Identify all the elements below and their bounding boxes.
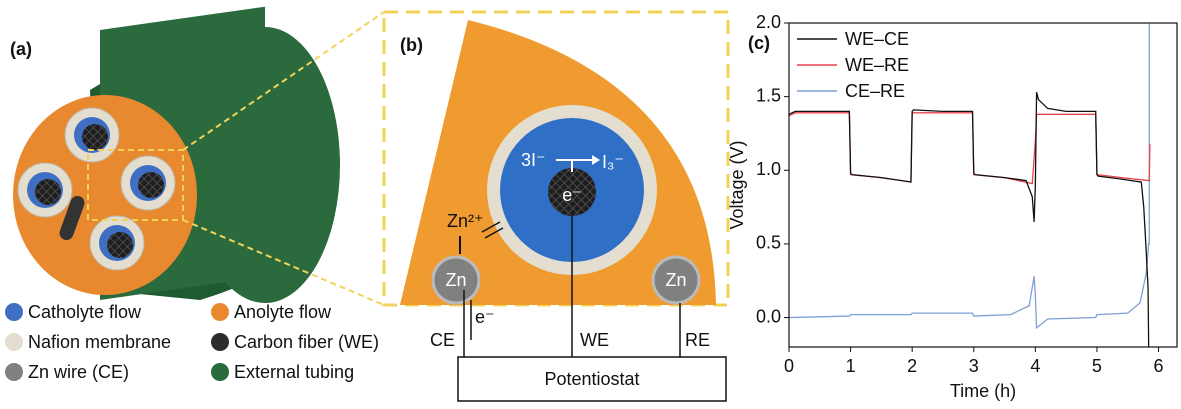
zn-wire <box>431 255 481 305</box>
x-tick-label: 3 <box>969 356 979 376</box>
cylinder-illustration <box>13 6 385 306</box>
potentiostat-label: Potentiostat <box>544 369 639 389</box>
legend-label: Anolyte flow <box>234 302 332 322</box>
x-axis-label: Time (h) <box>950 381 1016 401</box>
legend-label: Carbon fiber (WE) <box>234 332 379 352</box>
zn-label: Zn <box>445 270 466 290</box>
zn-label: Zn <box>665 270 686 290</box>
wires <box>457 215 727 402</box>
zn-wire <box>651 255 701 305</box>
ion-label: Zn²⁺ <box>447 211 484 231</box>
legend-swatch <box>5 333 23 351</box>
x-tick-label: 6 <box>1154 356 1164 376</box>
equilibrium-arrows <box>481 221 504 239</box>
legend-label: Catholyte flow <box>28 302 142 322</box>
legend-swatch <box>211 303 229 321</box>
zoom-box <box>382 10 730 307</box>
reactant: 3I⁻ <box>521 150 546 170</box>
series-line <box>788 23 1150 330</box>
legend-label: CE–RE <box>845 81 905 101</box>
panel-a-legend: Catholyte flow Anolyte flow Nafion membran… <box>5 302 379 382</box>
y-axis-label: Voltage (V) <box>727 140 747 229</box>
carbon-fiber <box>548 168 596 216</box>
x-tick-label: 4 <box>1030 356 1040 376</box>
legend-swatch <box>211 333 229 351</box>
legend-label: External tubing <box>234 362 354 382</box>
x-tick-label: 2 <box>907 356 917 376</box>
legend-swatch <box>211 363 229 381</box>
plot-frame <box>788 22 1178 348</box>
we-label: WE <box>580 330 609 350</box>
panel-label: (a) <box>10 39 32 59</box>
legend-swatch <box>5 363 23 381</box>
y-tick-label: 0.5 <box>756 233 781 253</box>
legend-label: WE–RE <box>845 55 909 75</box>
y-tick-label: 2.0 <box>756 12 781 32</box>
electron-flow: e⁻ <box>475 307 495 327</box>
y-tick-label: 0.0 <box>756 306 781 326</box>
electron-label: e⁻ <box>562 185 582 205</box>
x-tick-label: 1 <box>846 356 856 376</box>
chart: 0 1 2 3 4 5 6 0.0 0.5 1.0 1.5 2.0 WE–CE WE–RE CE–RE <box>756 12 1178 376</box>
ce-label: CE <box>430 330 455 350</box>
panel-label: (c) <box>748 33 770 53</box>
arrow <box>592 155 600 165</box>
legend-label: Zn wire (CE) <box>28 362 129 382</box>
re-label: RE <box>685 330 710 350</box>
series-line <box>788 92 1150 348</box>
x-tick-label: 5 <box>1092 356 1102 376</box>
legend-label: Nafion membrane <box>28 332 171 352</box>
legend-label: WE–CE <box>845 29 909 49</box>
x-tick-label: 0 <box>784 356 794 376</box>
legend-swatch <box>5 303 23 321</box>
y-tick-label: 1.0 <box>756 159 781 179</box>
y-tick-label: 1.5 <box>756 85 781 105</box>
panel-label: (b) <box>400 35 423 55</box>
product: I₃⁻ <box>602 152 624 172</box>
